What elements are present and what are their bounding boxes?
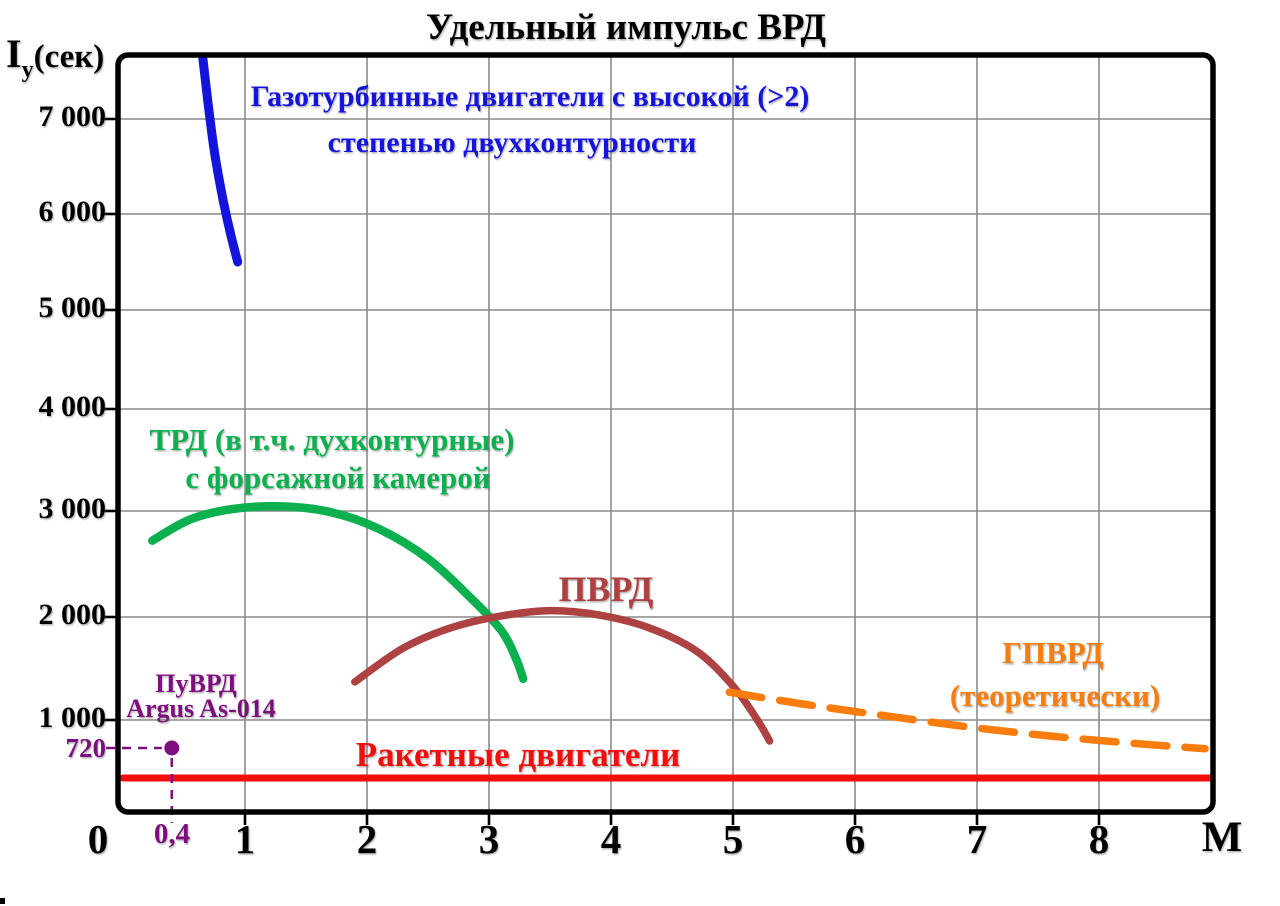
x-tick-label: 7: [966, 816, 988, 862]
annotation-impulse-value: 720: [65, 733, 107, 763]
curve-ramjet: [351, 606, 774, 745]
series-label-ramjet: ПВРД: [558, 569, 654, 609]
curves-layer: [119, 55, 1213, 782]
series-label-trd-line1: ТРД (в т.ч. духконтурные): [149, 422, 515, 457]
x-tick-label: 4: [600, 816, 622, 862]
x-tick-label: 2: [356, 816, 378, 862]
x-axis-symbol: М: [1201, 814, 1243, 861]
y-tick-label: 5 000: [38, 291, 107, 324]
series-label-turbofan-line2: степенью двухконтурности: [327, 126, 697, 159]
y-axis-label-unit: (сек): [33, 39, 105, 75]
x-tick-label: 6: [844, 816, 866, 862]
series-label-trd-line2: с форсажной камерой: [185, 460, 491, 495]
x-tick-label: 5: [722, 816, 744, 862]
y-tick-label: 2 000: [38, 598, 107, 631]
series-label-scramjet-line2: (теоретически): [949, 678, 1161, 713]
series-label-turbofan-line1: Газотурбинные двигатели с высокой (>2): [250, 80, 810, 113]
pulsejet-data-point: [164, 740, 180, 756]
screen-artifact: [0, 898, 5, 904]
y-axis-label: Iу(сек): [6, 30, 104, 84]
y-axis-label-subscript: у: [21, 57, 34, 83]
y-tick-label: 3 000: [38, 492, 107, 525]
annotation-label-pulsejet: ПуВРД: [155, 669, 237, 698]
series-label-scramjet-line1: ГПВРД: [1002, 635, 1104, 670]
curve-scramjet: [725, 688, 1209, 753]
annotation-label-pulsejet-model: Argus As-014: [126, 694, 276, 723]
y-axis-label-symbol: I: [6, 31, 22, 76]
curve-turbofan: [198, 55, 243, 267]
y-tick-label: 1 000: [38, 701, 107, 734]
x-tick-label: 3: [478, 816, 500, 862]
y-tick-label: 4 000: [38, 390, 107, 423]
x-tick-label: 8: [1088, 816, 1110, 862]
series-label-rocket: Ракетные двигатели: [355, 735, 681, 774]
chart-title: Удельный импульс ВРД: [425, 7, 827, 48]
plot-border: [115, 52, 1216, 815]
y-tick-label: 6 000: [38, 195, 107, 228]
annotation-mach-value: 0,4: [153, 818, 191, 850]
x-axis-origin-label: 0: [87, 816, 109, 862]
x-tick-label: 1: [234, 816, 256, 862]
curve-trd-afterburner: [148, 502, 528, 684]
y-tick-label: 7 000: [38, 100, 107, 133]
